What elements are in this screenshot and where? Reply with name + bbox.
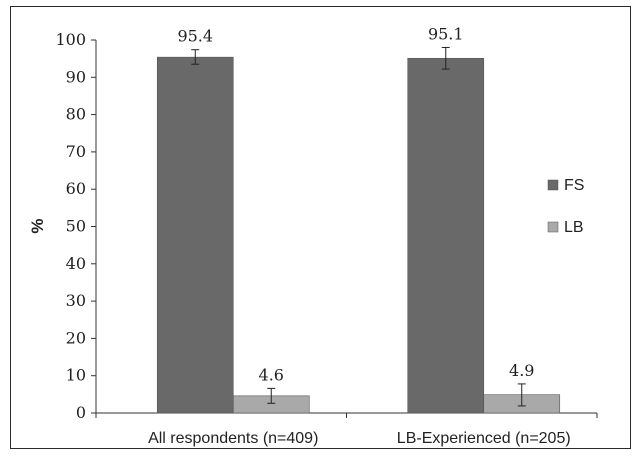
x-category-label: All respondents (n=409): [148, 430, 318, 447]
y-axis-label: %: [28, 218, 47, 233]
labels: 95.4 4.6 All respondents (n=409) 95.1 4.9 LB-…: [148, 24, 571, 447]
y-tick-label: 20: [66, 328, 86, 347]
x-category-label: LB-Experienced (n=205): [397, 430, 571, 447]
y-tick-label: 30: [66, 291, 86, 310]
data-label: 95.1: [428, 24, 464, 43]
data-label: 95.4: [177, 27, 213, 46]
y-tick-label: 10: [66, 366, 86, 385]
y-tick-label: 70: [66, 142, 86, 161]
data-label: 4.9: [509, 361, 534, 380]
bar-fs-0: [156, 56, 234, 414]
y-tick-label: 0: [76, 403, 86, 422]
legend-swatch-fs: [547, 179, 559, 191]
chart-frame: [10, 6, 631, 449]
y-tick-label: 100: [55, 30, 86, 49]
y-tick-label: 90: [66, 67, 86, 86]
bars: [156, 46, 561, 414]
y-tick-label: 60: [66, 179, 86, 198]
legend-label-fs: FS: [564, 177, 584, 194]
bar-fs-1: [407, 57, 485, 414]
y-tick-label: 50: [66, 217, 86, 236]
legend: FS LB: [547, 177, 584, 236]
y-tick-label: 80: [66, 105, 86, 124]
y-tick-label: 40: [66, 254, 86, 273]
legend-swatch-lb: [547, 221, 559, 233]
data-label: 4.6: [259, 365, 284, 384]
legend-label-lb: LB: [564, 219, 584, 236]
